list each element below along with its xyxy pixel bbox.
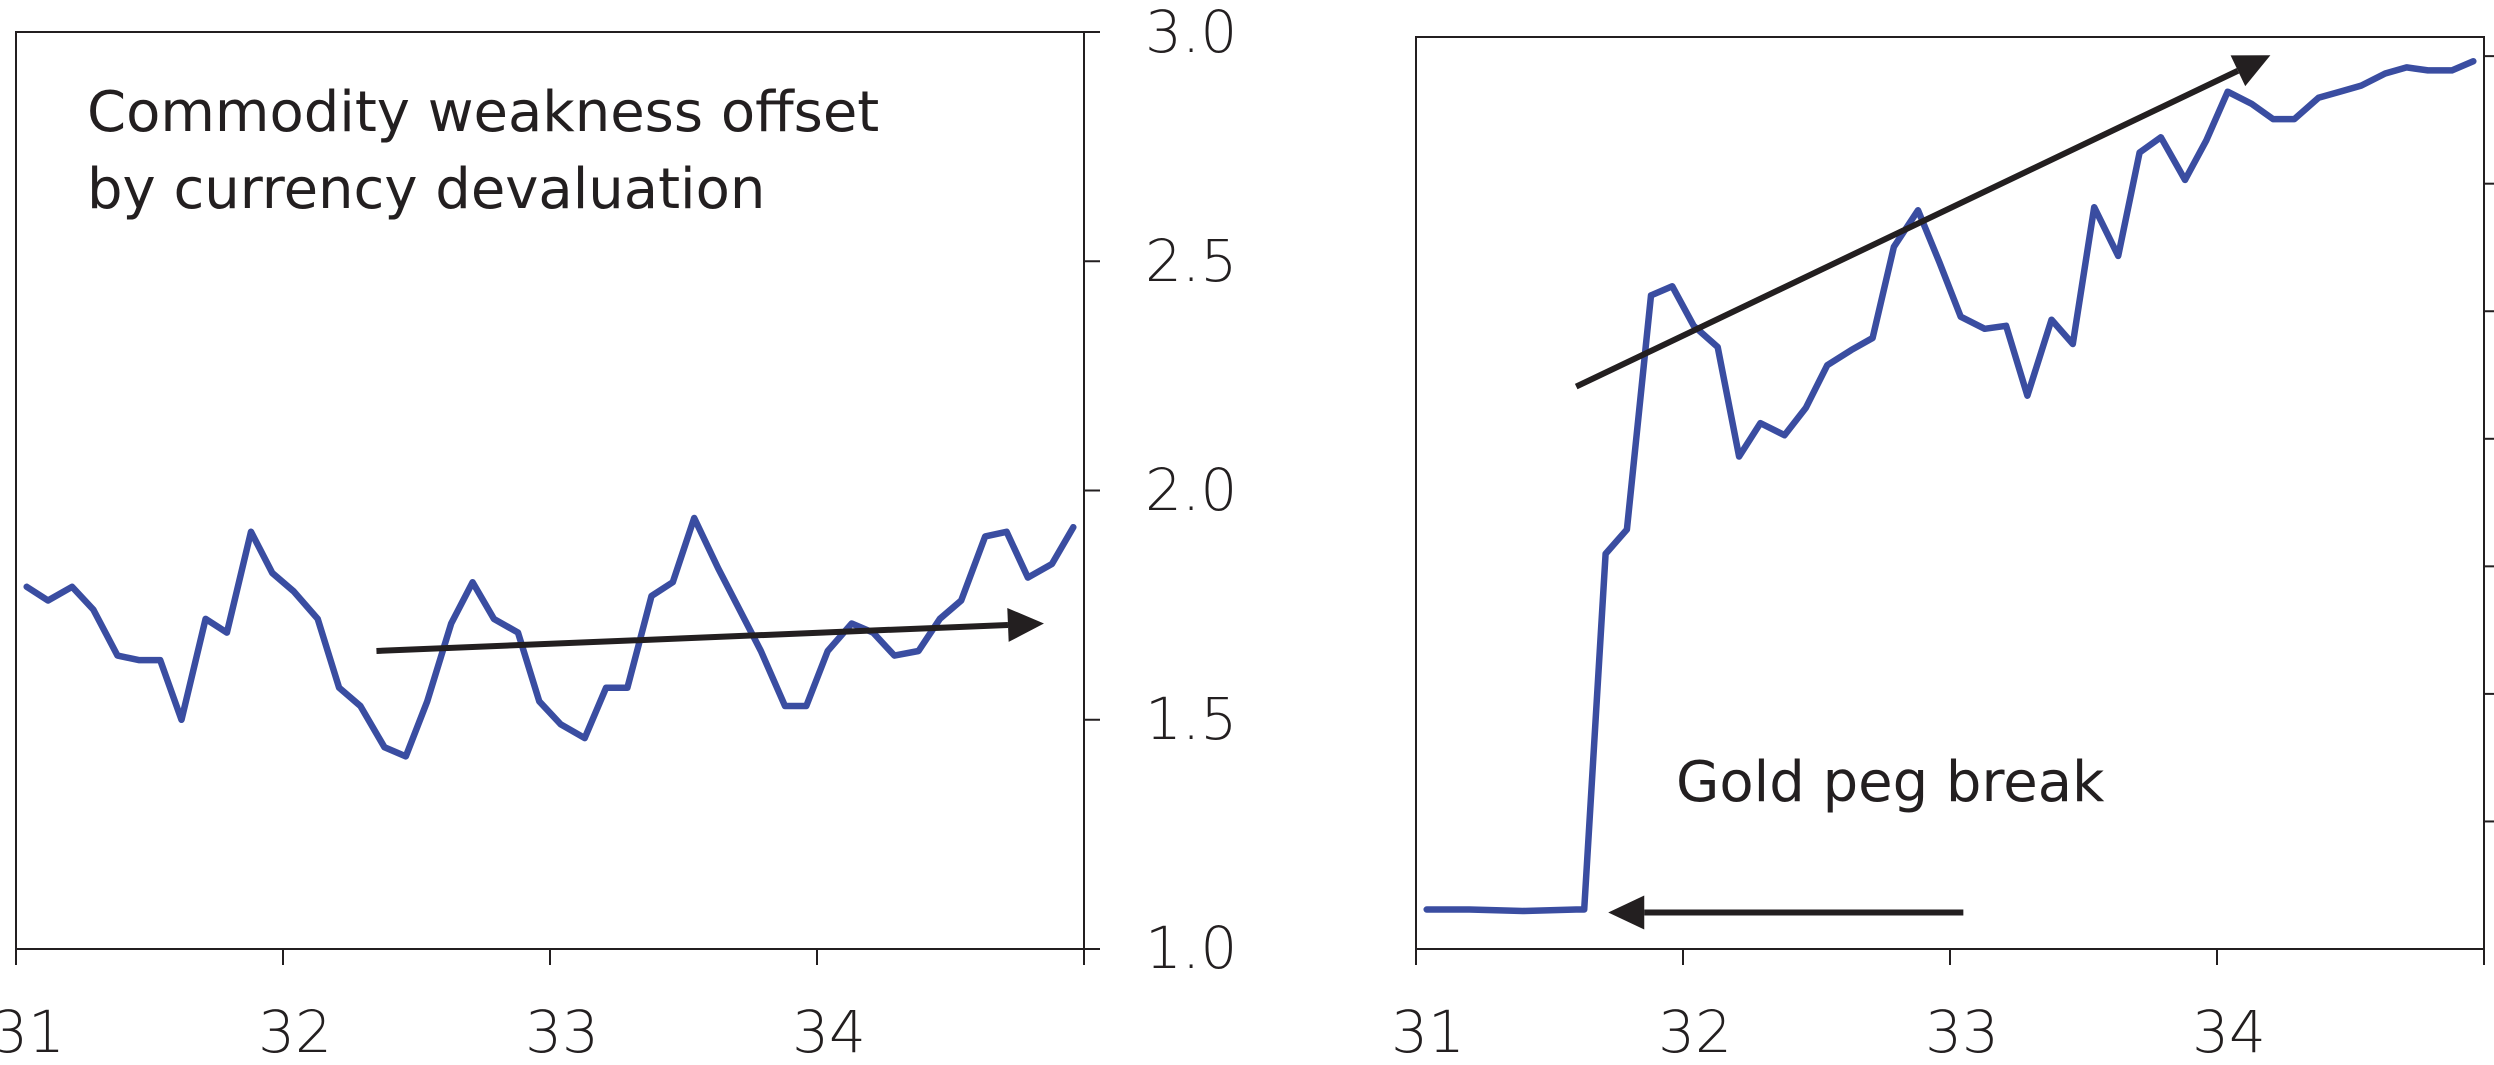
left-y-tick-label: 3.0 [1145,0,1237,66]
left-y-tick-labels: 1.0 1.5 2.0 2.5 3.0 [1145,0,1237,982]
left-x-tick-label: 33 [525,998,599,1065]
right-arrows [1574,55,2271,930]
right-trend-arrow-head [2230,55,2271,87]
right-y-ticks [2484,55,2494,823]
left-trend-arrow-head [1007,607,1044,642]
right-panel: 31 32 33 34 Gold peg break [1391,36,2494,1065]
right-x-tick-label: 31 [1391,998,1465,1065]
right-x-tick-label: 33 [1925,998,1999,1065]
right-x-tick-labels: 31 32 33 34 [1391,998,2266,1065]
right-x-ticks [1415,949,2485,965]
annotation-line: by currency devaluation [87,157,765,222]
left-y-tick-label: 2.5 [1145,227,1237,295]
right-series-line [1423,58,2477,915]
left-y-tick-label: 1.5 [1145,685,1237,753]
left-annotation-text: Commodity weakness offset by currency de… [87,80,879,222]
left-x-ticks [15,949,1085,965]
right-annotation-text: Gold peg break [1676,750,2105,815]
gold-peg-arrow-head [1608,895,1645,930]
left-panel: 31 32 33 34 1.0 1.5 2.0 2.5 3.0 Commodit… [0,0,1237,1065]
left-y-ticks [1084,31,1100,950]
left-x-tick-label: 34 [792,998,866,1065]
left-trend-arrow [376,607,1044,654]
left-y-tick-label: 1.0 [1145,914,1237,982]
left-x-tick-label: 31 [0,998,65,1065]
right-x-tick-label: 32 [1658,998,1732,1065]
left-y-tick-label: 2.0 [1145,456,1237,524]
left-trend-arrow-shaft [376,621,1009,654]
right-trend-arrow-shaft [1574,68,2240,390]
left-x-tick-label: 32 [258,998,332,1065]
annotation-line: Commodity weakness offset [87,80,879,145]
left-series-line [23,514,1077,760]
left-x-tick-labels: 31 32 33 34 [0,998,866,1065]
right-x-tick-label: 34 [2192,998,2266,1065]
